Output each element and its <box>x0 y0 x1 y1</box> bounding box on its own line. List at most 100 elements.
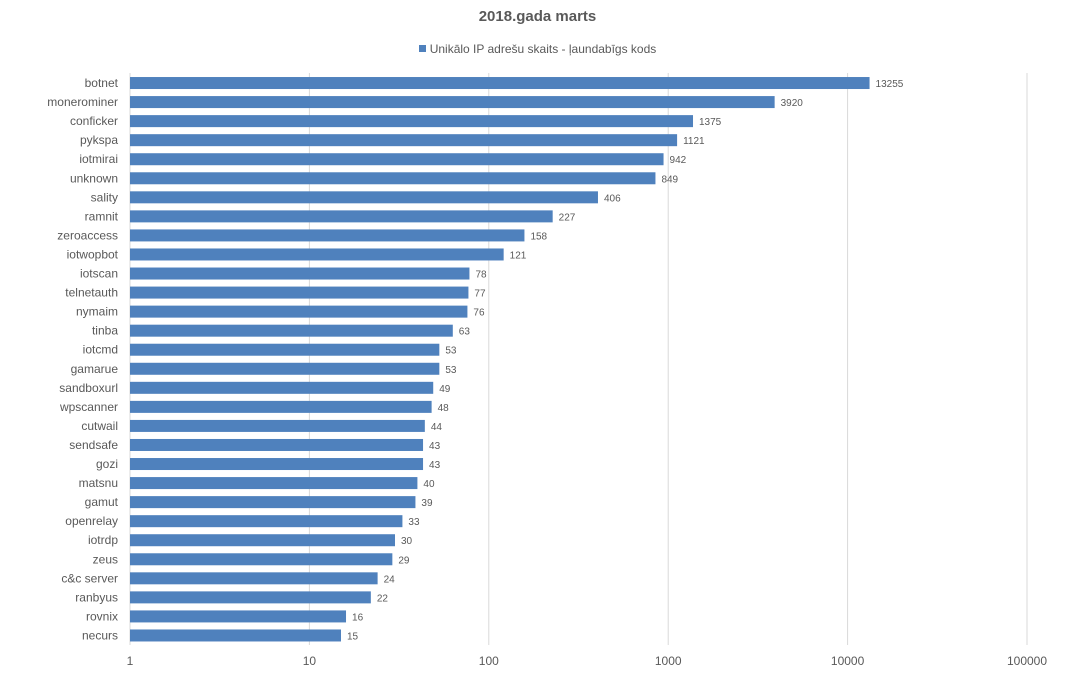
legend-swatch <box>418 45 426 53</box>
category-label: botnet <box>85 76 119 90</box>
bar <box>130 96 775 109</box>
bar <box>130 210 553 223</box>
bar <box>130 553 393 566</box>
data-label: 15 <box>347 631 359 642</box>
category-label: gamarue <box>71 362 119 376</box>
data-label: 158 <box>530 231 547 242</box>
data-label: 63 <box>459 327 471 338</box>
data-label: 24 <box>384 574 396 585</box>
bar <box>130 629 341 642</box>
data-label: 40 <box>423 479 435 490</box>
bar <box>130 153 664 166</box>
bar <box>130 343 440 356</box>
data-label: 33 <box>408 517 420 528</box>
chart-title: 2018.gada marts <box>478 8 597 25</box>
bar <box>130 400 432 413</box>
bar <box>130 362 440 375</box>
category-label: unknown <box>70 171 118 185</box>
bar <box>130 286 469 299</box>
bar <box>130 191 598 204</box>
category-label: c&c server <box>61 571 118 585</box>
category-label: monerominer <box>47 95 118 109</box>
category-label: conficker <box>70 114 118 128</box>
category-label: nymaim <box>76 305 118 319</box>
category-label: zeus <box>93 552 118 566</box>
x-tick-label: 10 <box>303 654 317 668</box>
bar <box>130 591 371 604</box>
data-label: 849 <box>661 174 678 185</box>
bar <box>130 572 378 585</box>
data-label: 43 <box>429 441 441 452</box>
bar <box>130 496 416 509</box>
bar <box>130 477 418 490</box>
category-label: openrelay <box>65 514 118 528</box>
data-label: 406 <box>604 193 621 204</box>
data-label: 1375 <box>699 117 722 128</box>
data-label: 13255 <box>876 79 904 90</box>
data-label: 77 <box>474 289 486 300</box>
category-label: iotmirai <box>79 152 118 166</box>
data-label: 48 <box>438 403 450 414</box>
bar <box>130 458 424 471</box>
data-label: 16 <box>352 612 364 623</box>
bar <box>130 248 504 261</box>
bar <box>130 305 468 318</box>
category-label: iotcmd <box>83 343 118 357</box>
category-label: ranbyus <box>75 590 118 604</box>
category-label: ramnit <box>85 209 119 223</box>
data-label: 78 <box>475 270 487 281</box>
category-label: iotrdp <box>88 533 118 547</box>
category-label: matsnu <box>79 476 118 490</box>
data-label: 44 <box>431 422 443 433</box>
data-label: 53 <box>445 346 457 357</box>
category-label: sandboxurl <box>59 381 118 395</box>
data-label: 39 <box>421 498 433 509</box>
category-label: rovnix <box>86 609 118 623</box>
category-label: telnetauth <box>65 286 118 300</box>
bar <box>130 267 470 280</box>
bar <box>130 324 453 337</box>
x-tick-label: 1000 <box>655 654 682 668</box>
bar <box>130 229 525 242</box>
bar <box>130 172 656 185</box>
data-label: 3920 <box>781 98 804 109</box>
data-label: 76 <box>473 308 485 319</box>
bar <box>130 77 870 90</box>
category-label: necurs <box>82 628 118 642</box>
bar <box>130 115 694 128</box>
x-tick-label: 1 <box>127 654 134 668</box>
category-label: pykspa <box>80 133 118 147</box>
bar <box>130 515 403 528</box>
category-label: sendsafe <box>69 438 118 452</box>
bar <box>130 134 678 147</box>
bar <box>130 534 395 547</box>
data-label: 942 <box>670 155 687 166</box>
category-label: iotwopbot <box>67 247 119 261</box>
bar <box>130 610 347 623</box>
data-label: 227 <box>559 212 576 223</box>
data-label: 121 <box>510 250 527 261</box>
data-label: 30 <box>401 536 413 547</box>
data-label: 49 <box>439 384 451 395</box>
category-label: sality <box>91 190 118 204</box>
x-tick-label: 100 <box>479 654 499 668</box>
category-label: wpscanner <box>59 400 118 414</box>
category-label: iotscan <box>80 267 118 281</box>
legend-label: Unikālo IP adrešu skaits - ļaundabīgs ko… <box>429 42 657 56</box>
data-label: 53 <box>445 365 457 376</box>
category-label: gamut <box>85 495 119 509</box>
x-tick-label: 100000 <box>1007 654 1047 668</box>
bar <box>130 381 434 394</box>
category-label: cutwail <box>81 419 118 433</box>
data-label: 29 <box>398 555 410 566</box>
data-label: 43 <box>429 460 441 471</box>
category-label: gozi <box>96 457 118 471</box>
data-label: 1121 <box>683 136 705 147</box>
bar <box>130 419 425 432</box>
x-tick-label: 10000 <box>831 654 865 668</box>
category-label: zeroaccess <box>57 228 118 242</box>
category-label: tinba <box>92 324 118 338</box>
data-label: 22 <box>377 593 389 604</box>
